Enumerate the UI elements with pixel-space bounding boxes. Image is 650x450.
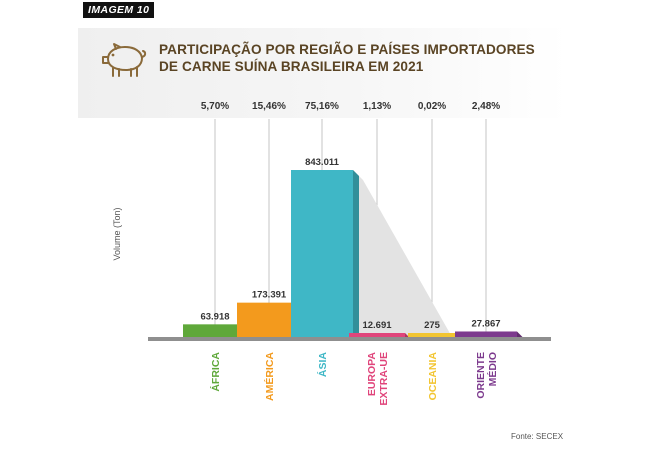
share-label: 1,13%	[363, 101, 391, 112]
bar-front	[183, 324, 247, 337]
bar	[455, 331, 523, 338]
pig-icon	[102, 43, 147, 77]
category-label: OCEANIA	[427, 352, 439, 401]
bar-front	[291, 170, 353, 337]
value-label: 27.867	[471, 318, 500, 329]
bar-front	[455, 331, 517, 337]
category-label-line: EUROPA	[366, 352, 378, 397]
bar-side	[353, 170, 359, 337]
category-label-line: AMÉRICA	[263, 352, 276, 401]
category-label-line: EXTRA-UE	[378, 352, 390, 406]
share-label: 2,48%	[472, 101, 500, 112]
chart-title-line-2: DE CARNE SUÍNA BRASILEIRA EM 2021	[159, 59, 424, 74]
share-labels: 5,70% 15,46% 75,16% 1,13% 0,02% 2,48%	[201, 101, 500, 112]
image-badge: IMAGEM 10	[83, 2, 155, 18]
category-labels: ÁFRICA AMÉRICA ÁSIA EUROPAEXTRA-UE OCEANIA OR…	[209, 352, 499, 406]
tallest-bar-shadow	[353, 170, 452, 337]
value-label: 12.691	[362, 320, 392, 331]
bar-front	[408, 333, 456, 337]
category-label-line: ÁFRICA	[209, 352, 222, 392]
bar-front	[349, 333, 405, 337]
share-label: 5,70%	[201, 101, 229, 112]
chart-title-line-1: PARTICIPAÇÃO POR REGIÃO E PAÍSES IMPORTA…	[159, 42, 535, 57]
bars	[183, 170, 523, 339]
value-label: 843.011	[305, 157, 340, 168]
source-note: Fonte: SECEX	[511, 432, 564, 441]
baseline-axis	[148, 337, 551, 341]
bar	[291, 170, 359, 337]
chart-title: PARTICIPAÇÃO POR REGIÃO E PAÍSES IMPORTA…	[159, 41, 535, 75]
bar-shadow	[353, 170, 452, 337]
share-label: 15,46%	[252, 101, 286, 112]
category-label: ORIENTEMÉDIO	[475, 352, 499, 399]
bar-front	[237, 302, 301, 337]
category-label: EUROPAEXTRA-UE	[366, 352, 390, 406]
value-label: 173.391	[252, 290, 287, 301]
value-labels: 63.918 173.391 843.011 12.691 275 27.867	[200, 157, 500, 331]
share-label: 0,02%	[418, 101, 446, 112]
category-label-line: MÉDIO	[486, 352, 499, 386]
share-label: 75,16%	[305, 101, 339, 112]
category-label: ÁSIA	[316, 352, 329, 378]
category-label-line: ORIENTE	[475, 352, 487, 399]
value-label: 275	[424, 320, 441, 331]
category-label-line: OCEANIA	[427, 352, 439, 401]
header-background	[78, 28, 568, 118]
bar-side	[517, 331, 523, 338]
category-label: AMÉRICA	[263, 352, 276, 401]
value-label: 63.918	[200, 311, 229, 322]
y-axis-label: Volume (Ton)	[112, 207, 122, 260]
category-label: ÁFRICA	[209, 352, 222, 392]
category-label-line: ÁSIA	[316, 352, 329, 378]
